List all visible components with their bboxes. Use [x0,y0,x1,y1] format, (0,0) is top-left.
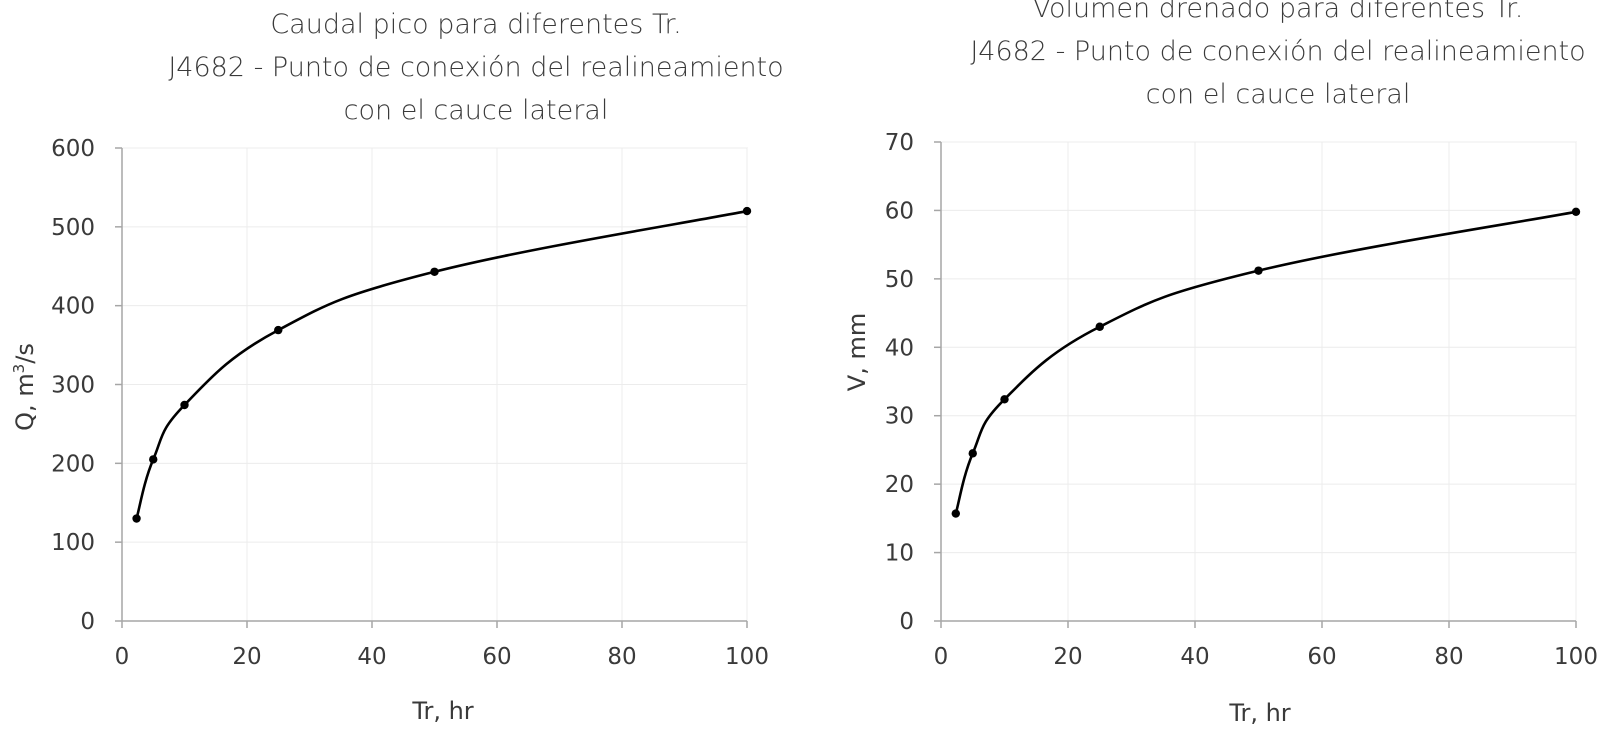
chart2-data-point [1254,266,1263,275]
chart2-y-axis-label: V, mm [843,313,871,391]
chart1-title-line2: J4682 - Punto de conexión del realineami… [168,52,783,83]
chart2-x-tick-label: 40 [1180,644,1209,670]
chart1-y-tick-label: 400 [51,294,95,320]
chart2-data-point [1000,395,1009,404]
chart2-title-line3: con el cauce lateral [1146,79,1411,110]
chart2-title-line1: Volumen drenado para diferentes Tr. [1033,0,1524,24]
chart1-y-axis-label-sup: 3 [10,364,28,374]
chart1-x-tick-label: 80 [607,644,636,670]
chart2-data-point [968,449,977,458]
chart2-y-tick-label: 40 [885,335,914,361]
chart1-data-point [132,514,141,523]
chart2-title-line2: J4682 - Punto de conexión del realineami… [970,36,1585,67]
chart1-x-tick-label: 60 [482,644,511,670]
chart1-x-axis-label: Tr, hr [411,697,473,725]
chart2-y-tick-label: 70 [885,130,914,156]
chart2-series-line [954,210,1578,515]
chart2-y-tick-label: 20 [885,472,914,498]
peak-flow-chart: Caudal pico para diferentes Tr. J4682 - … [10,9,784,725]
chart1-data-point [149,455,158,464]
chart1-data-point [274,325,283,335]
chart2-x-tick-label: 100 [1554,644,1598,670]
chart1-y-axis-label-prefix: Q, m [11,373,39,431]
chart1-y-tick-label: 300 [51,373,95,399]
chart1-y-axis-label-suffix: /s [11,343,39,364]
chart1-x-tick-label: 100 [725,644,769,670]
chart1-data-point [430,267,439,276]
chart2-y-tick-label: 10 [885,541,914,567]
chart2-data-point [1571,207,1581,216]
chart1-x-tick-label: 40 [357,644,386,670]
chart1-title-line1: Caudal pico para diferentes Tr. [270,9,681,40]
chart1-x-tick-label: 0 [115,644,130,670]
chart1-y-tick-label: 100 [51,530,95,556]
chart2-y-tick-label: 50 [885,267,914,293]
chart1-data-point [742,206,752,216]
chart2-x-tick-label: 60 [1307,644,1336,670]
drained-volume-chart: Volumen drenado para diferentes Tr. J468… [843,0,1598,727]
chart1-y-tick-label: 500 [51,215,95,241]
chart1-y-axis-label: Q, m3/s [10,343,39,431]
chart2-plot-area: 0 20 40 60 80 100 0 10 20 30 40 50 60 70 [885,130,1598,670]
chart2-plot-frame [940,141,1577,622]
chart2-x-tick-label: 0 [934,644,949,670]
chart2-data-point [1095,322,1104,331]
chart2-y-tick-label: 60 [885,198,914,224]
chart1-title-line3: con el cauce lateral [344,95,609,126]
chart1-y-tick-label: 200 [51,451,95,477]
chart1-y-tick-label: 600 [51,136,95,162]
chart1-series-line [135,209,749,520]
chart2-x-axis-label: Tr, hr [1228,699,1290,727]
chart1-x-tick-label: 20 [232,644,261,670]
chart2-x-tick-label: 20 [1053,644,1082,670]
chart1-data-point [180,400,189,410]
chart2-data-point [951,509,960,518]
chart2-y-tick-label: 0 [899,609,914,635]
chart2-y-tick-label: 30 [885,404,914,430]
chart1-plot-area: 0 20 40 60 80 100 0 100 200 300 400 500 600 [51,136,769,670]
chart2-x-tick-label: 80 [1434,644,1463,670]
chart1-y-tick-label: 0 [80,609,95,635]
